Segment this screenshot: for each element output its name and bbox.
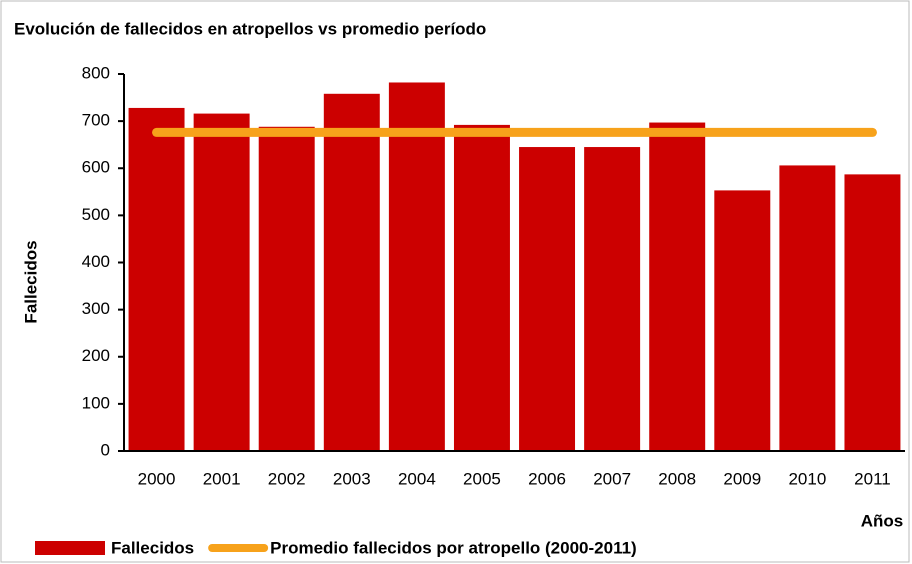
y-tick-label: 100 xyxy=(82,393,110,412)
x-tick-label: 2009 xyxy=(723,469,761,488)
y-tick-label: 0 xyxy=(101,440,110,459)
chart-title: Evolución de fallecidos en atropellos vs… xyxy=(14,19,486,38)
x-tick-label: 2007 xyxy=(593,469,631,488)
bar xyxy=(649,122,706,451)
x-tick-label: 2011 xyxy=(854,469,891,488)
bar xyxy=(388,82,445,452)
y-axis-label: Fallecidos xyxy=(21,240,40,323)
x-tick-label: 2003 xyxy=(333,469,371,488)
y-tick-label: 800 xyxy=(82,63,110,82)
x-tick-label: 2008 xyxy=(658,469,696,488)
x-tick-label: 2005 xyxy=(463,469,501,488)
bar xyxy=(128,107,185,452)
x-tick-label: 2006 xyxy=(528,469,566,488)
bar xyxy=(714,190,771,451)
x-tick-label: 2001 xyxy=(203,469,241,488)
bar xyxy=(323,93,380,451)
legend-label: Promedio fallecidos por atropello (2000-… xyxy=(270,538,637,557)
bar xyxy=(844,174,901,451)
bar xyxy=(453,124,510,452)
y-tick-label: 700 xyxy=(82,111,110,130)
y-tick-label: 200 xyxy=(82,346,110,365)
bar xyxy=(258,126,315,451)
y-tick-label: 600 xyxy=(82,158,110,177)
x-axis-label: Años xyxy=(861,511,904,530)
bar xyxy=(584,147,641,451)
x-tick-label: 2010 xyxy=(788,469,826,488)
bar xyxy=(193,113,250,452)
y-tick-label: 500 xyxy=(82,205,110,224)
y-tick-label: 400 xyxy=(82,252,110,271)
x-tick-label: 2004 xyxy=(398,469,436,488)
legend-swatch xyxy=(35,541,105,555)
x-tick-label: 2002 xyxy=(268,469,306,488)
legend-label: Fallecidos xyxy=(111,538,194,557)
x-tick-label: 2000 xyxy=(138,469,176,488)
y-tick-label: 300 xyxy=(82,299,110,318)
bar xyxy=(779,165,836,452)
bar xyxy=(519,147,576,451)
